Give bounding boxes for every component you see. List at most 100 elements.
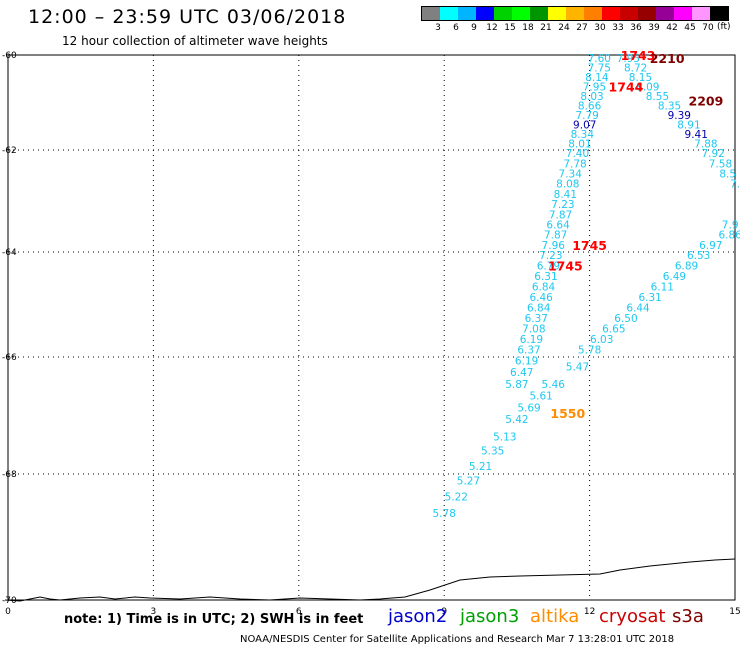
lat-label: -60 [2,51,17,61]
wave-height-value: 6.31 [534,271,557,283]
wave-height-value: 8.91 [677,119,700,131]
lon-label: 0 [5,607,11,617]
wave-height-value: 8.34 [571,129,595,141]
wave-height-value: 8.35 [658,100,681,112]
lat-label: -62 [2,146,17,156]
wave-height-value: 7.9 [722,219,739,231]
wave-height-value: 8.03 [580,91,603,103]
wave-height-value: 5.46 [542,379,566,391]
wave-height-value: 6.79 [537,261,560,273]
color-scale-swatch [656,7,674,20]
wave-height-value: 9.07 [573,119,596,131]
wave-height-value: 6.11 [651,282,674,294]
color-scale-swatch [440,7,458,20]
wave-height-value: 7.95 [617,53,640,65]
lat-label: -64 [2,248,17,258]
wave-height-value: 6.19 [515,356,538,368]
lon-label: 3 [151,607,157,617]
legend-jason3: jason3 [460,606,520,627]
wave-height-value: 7.23 [551,199,574,211]
wave-height-value: 8.55 [646,91,669,103]
wave-height-value: 9.41 [685,129,708,141]
wave-height-value: 5.13 [493,432,516,444]
wave-height-value: 6.19 [520,334,543,346]
color-scale-label: 30 [594,23,606,33]
wave-height-value: 6.47 [510,367,533,379]
color-scale-swatch [494,7,512,20]
pass-time-label: 1743 [621,48,656,63]
lon-label: 15 [729,607,740,617]
wave-height-value: 6.97 [699,240,722,252]
color-scale-label: 9 [471,23,477,33]
wave-height-value: 6.84 [527,303,551,315]
lon-label: 12 [584,607,595,617]
legend-cryosat: cryosat [599,606,666,627]
wave-height-value: 7.08 [522,324,545,336]
footer-credit: NOAA/NESDIS Center for Satellite Applica… [240,634,675,645]
wave-height-value: 5.78 [433,508,456,520]
color-scale-label: 15 [504,23,516,33]
color-scale-swatch [548,7,566,20]
map-subtitle: 12 hour collection of altimeter wave hei… [62,34,328,48]
color-scale-label: 33 [612,23,624,33]
wave-height-value: 5.21 [469,461,492,473]
wave-height-value: 5.22 [445,492,468,504]
wave-height-value: 7.34 [559,168,583,180]
lon-label: 6 [296,607,302,617]
wave-height-value: 7.23 [539,250,562,262]
wave-height-value: 7.79 [575,110,598,122]
wave-height-value: 7.95 [583,81,606,93]
lon-labels: 0 3 6 9 12 15 [5,607,740,617]
coastline-bottom [4,558,736,602]
wave-height-value: 5.78 [578,345,601,357]
wave-height-value: 8.08 [556,179,579,191]
map-grid [7,54,736,601]
wave-height-value: 8.5 [719,168,736,180]
color-scale-swatch [602,7,620,20]
map-frame [7,54,736,601]
wave-height-value: 6.03 [590,334,613,346]
color-scale-label: 21 [540,23,552,33]
color-scale-unit: (ft) [717,22,731,32]
wave-height-value: 8.41 [554,189,577,201]
color-scale-label: 45 [684,23,696,33]
pass-time-label: 1745 [548,259,583,274]
color-scale-swatch [638,7,656,20]
wave-height-value: 5.47 [566,361,589,373]
color-scale-label: 24 [558,23,570,33]
wave-height-value: 8.01 [568,138,591,150]
wave-height-value: 5.35 [481,446,504,458]
wave-height-value: 7.40 [566,148,589,160]
color-scale-swatch [620,7,638,20]
wave-height-value: 7.92 [701,148,724,160]
color-scale-swatch [458,7,476,20]
wave-height-value: 8.15 [629,72,652,84]
lat-labels: -60 -62 -64 -66 -68 -70 [2,51,17,606]
wave-height-value: 6.84 [532,282,556,294]
color-scale-label: 18 [522,23,534,33]
wave-height-value: 8.14 [585,72,609,84]
color-scale-swatch [692,7,710,20]
wave-height-value: 6.46 [529,292,553,304]
note-text: note: 1) Time is in UTC; 2) SWH is in fe… [64,612,364,627]
wave-height-value: 6.53 [687,250,710,262]
coastline [4,558,736,602]
wave-height-value: 6.86 [718,230,740,242]
wave-height-value: 5.61 [529,391,552,403]
lat-label: -70 [2,596,17,606]
legend-jason2: jason2 [388,606,448,627]
color-scale-label: 12 [486,23,498,33]
wave-height-value: 7.87 [549,209,572,221]
wave-height-value: 5.42 [505,414,528,426]
pass-time-label: 2210 [650,51,685,66]
color-scale-label: 27 [576,23,588,33]
wave-height-value: 6.89 [675,261,698,273]
legend-s3a: s3a [672,606,704,627]
color-scale-swatch [512,7,530,20]
wave-height-value: 6.65 [602,324,625,336]
color-scale-swatch [422,7,440,20]
wave-height-value: 6.37 [525,313,548,325]
pass-time-label: 1550 [550,406,585,421]
